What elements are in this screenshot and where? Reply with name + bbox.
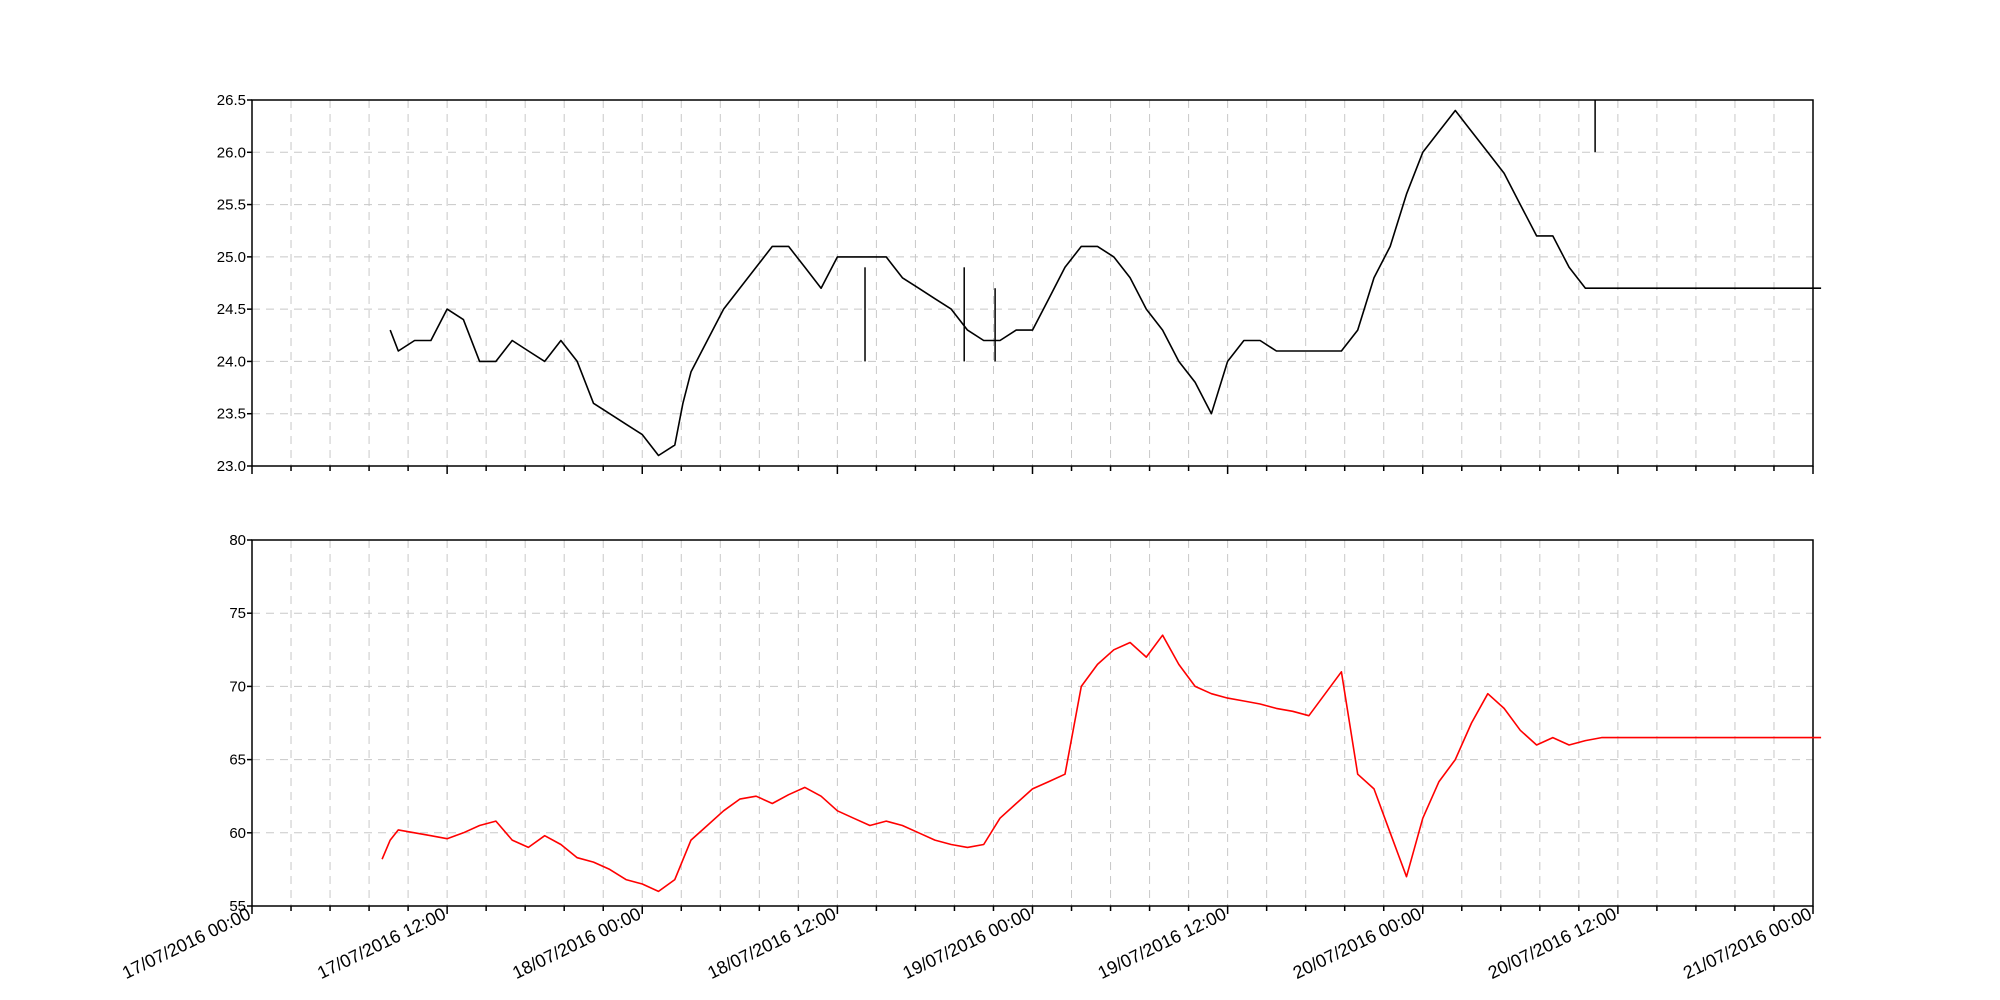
- y-tick-label: 24.0: [217, 353, 246, 370]
- x-tick-label: 18/07/2016 12:00: [704, 904, 839, 983]
- y-tick-label: 24.5: [217, 301, 246, 318]
- y-tick-label: 55: [229, 898, 246, 915]
- x-tick-label: 17/07/2016 12:00: [314, 904, 449, 983]
- x-tick-label: 19/07/2016 12:00: [1095, 904, 1230, 983]
- y-tick-label: 26.5: [217, 92, 246, 109]
- top-panel: 23.0 23.5 24.0 24.5 25.0 25.5 26.0 26.5: [217, 92, 1822, 475]
- x-tick-label: 17/07/2016 00:00: [119, 904, 254, 983]
- top-series-line: [389, 109, 1822, 457]
- y-tick-label: 25.5: [217, 197, 246, 214]
- x-axis-date-labels: 17/07/2016 00:00 17/07/2016 12:00 18/07/20…: [119, 904, 1815, 983]
- y-tick-label: 75: [229, 605, 246, 622]
- bottom-panel: 55 60 65 70 75 80: [229, 532, 1822, 915]
- x-tick-label: 19/07/2016 00:00: [900, 904, 1035, 983]
- y-tick-label: 25.0: [217, 249, 246, 266]
- y-tick-label: 26.0: [217, 144, 246, 161]
- y-tick-label: 23.0: [217, 458, 246, 475]
- y-tick-label: 80: [229, 532, 246, 549]
- y-tick-label: 60: [229, 825, 246, 842]
- x-tick-label: 21/07/2016 00:00: [1680, 904, 1815, 983]
- bottom-series-line: [381, 634, 1822, 893]
- y-tick-label: 65: [229, 752, 246, 769]
- y-tick-label: 23.5: [217, 406, 246, 423]
- y-tick-label: 70: [229, 678, 246, 695]
- x-tick-label: 20/07/2016 12:00: [1485, 904, 1620, 983]
- x-tick-label: 20/07/2016 00:00: [1290, 904, 1425, 983]
- x-tick-label: 18/07/2016 00:00: [509, 904, 644, 983]
